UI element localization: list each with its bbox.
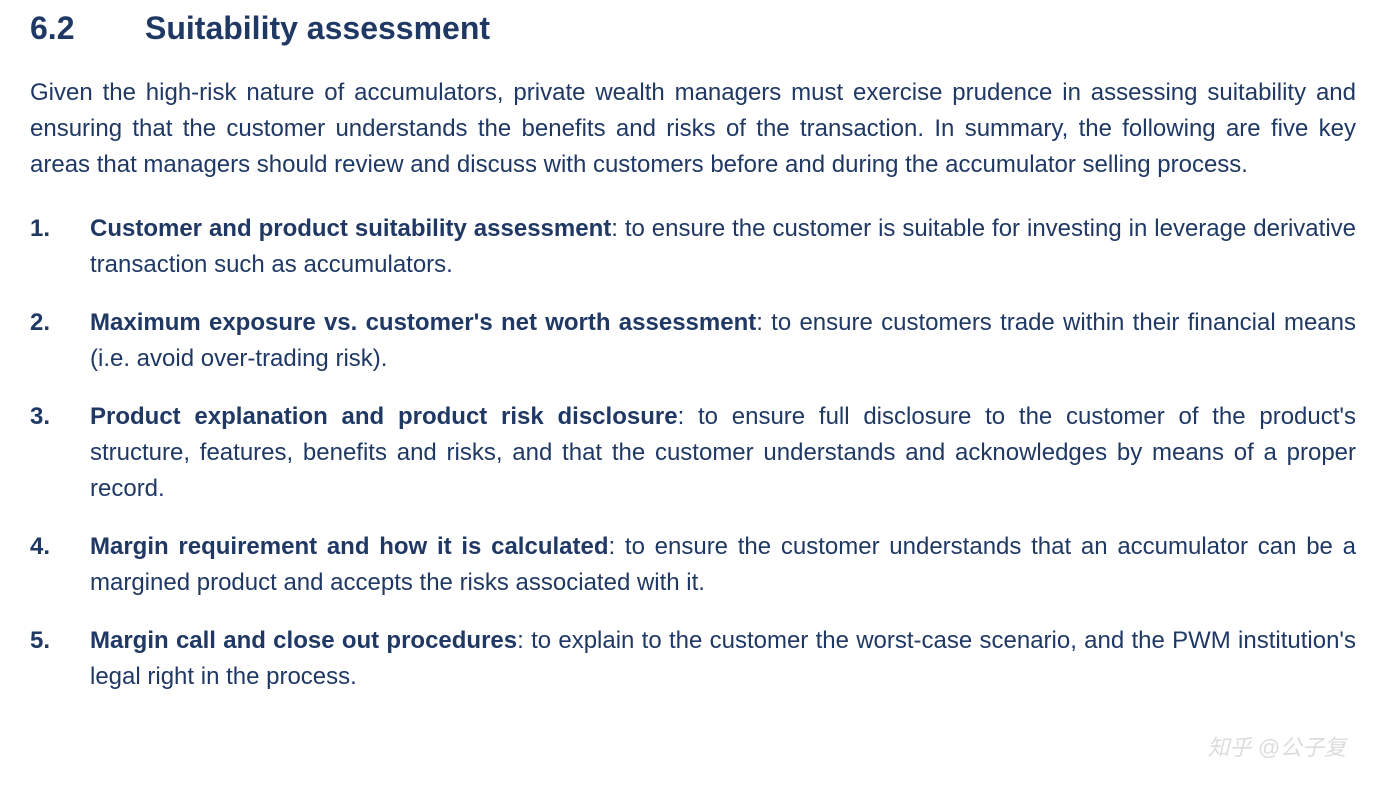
section-title: Suitability assessment bbox=[145, 10, 490, 47]
item-bold-text: Margin call and close out procedures bbox=[90, 627, 517, 654]
section-heading: 6.2 Suitability assessment bbox=[30, 10, 1356, 47]
item-bold-text: Maximum exposure vs. customer's net wort… bbox=[90, 309, 756, 336]
item-bold-text: Customer and product suitability assessm… bbox=[90, 215, 611, 242]
watermark-text: 知乎 @公子复 bbox=[1208, 730, 1346, 762]
item-bold-text: Margin requirement and how it is calcula… bbox=[90, 533, 609, 560]
intro-paragraph: Given the high-risk nature of accumulato… bbox=[30, 75, 1356, 183]
section-number: 6.2 bbox=[30, 10, 145, 47]
list-item: Maximum exposure vs. customer's net wort… bbox=[30, 305, 1356, 377]
list-item: Margin call and close out procedures: to… bbox=[30, 623, 1356, 695]
list-item: Margin requirement and how it is calcula… bbox=[30, 529, 1356, 601]
list-item: Product explanation and product risk dis… bbox=[30, 399, 1356, 507]
numbered-list: Customer and product suitability assessm… bbox=[30, 211, 1356, 695]
list-item: Customer and product suitability assessm… bbox=[30, 211, 1356, 283]
item-bold-text: Product explanation and product risk dis… bbox=[90, 403, 678, 430]
